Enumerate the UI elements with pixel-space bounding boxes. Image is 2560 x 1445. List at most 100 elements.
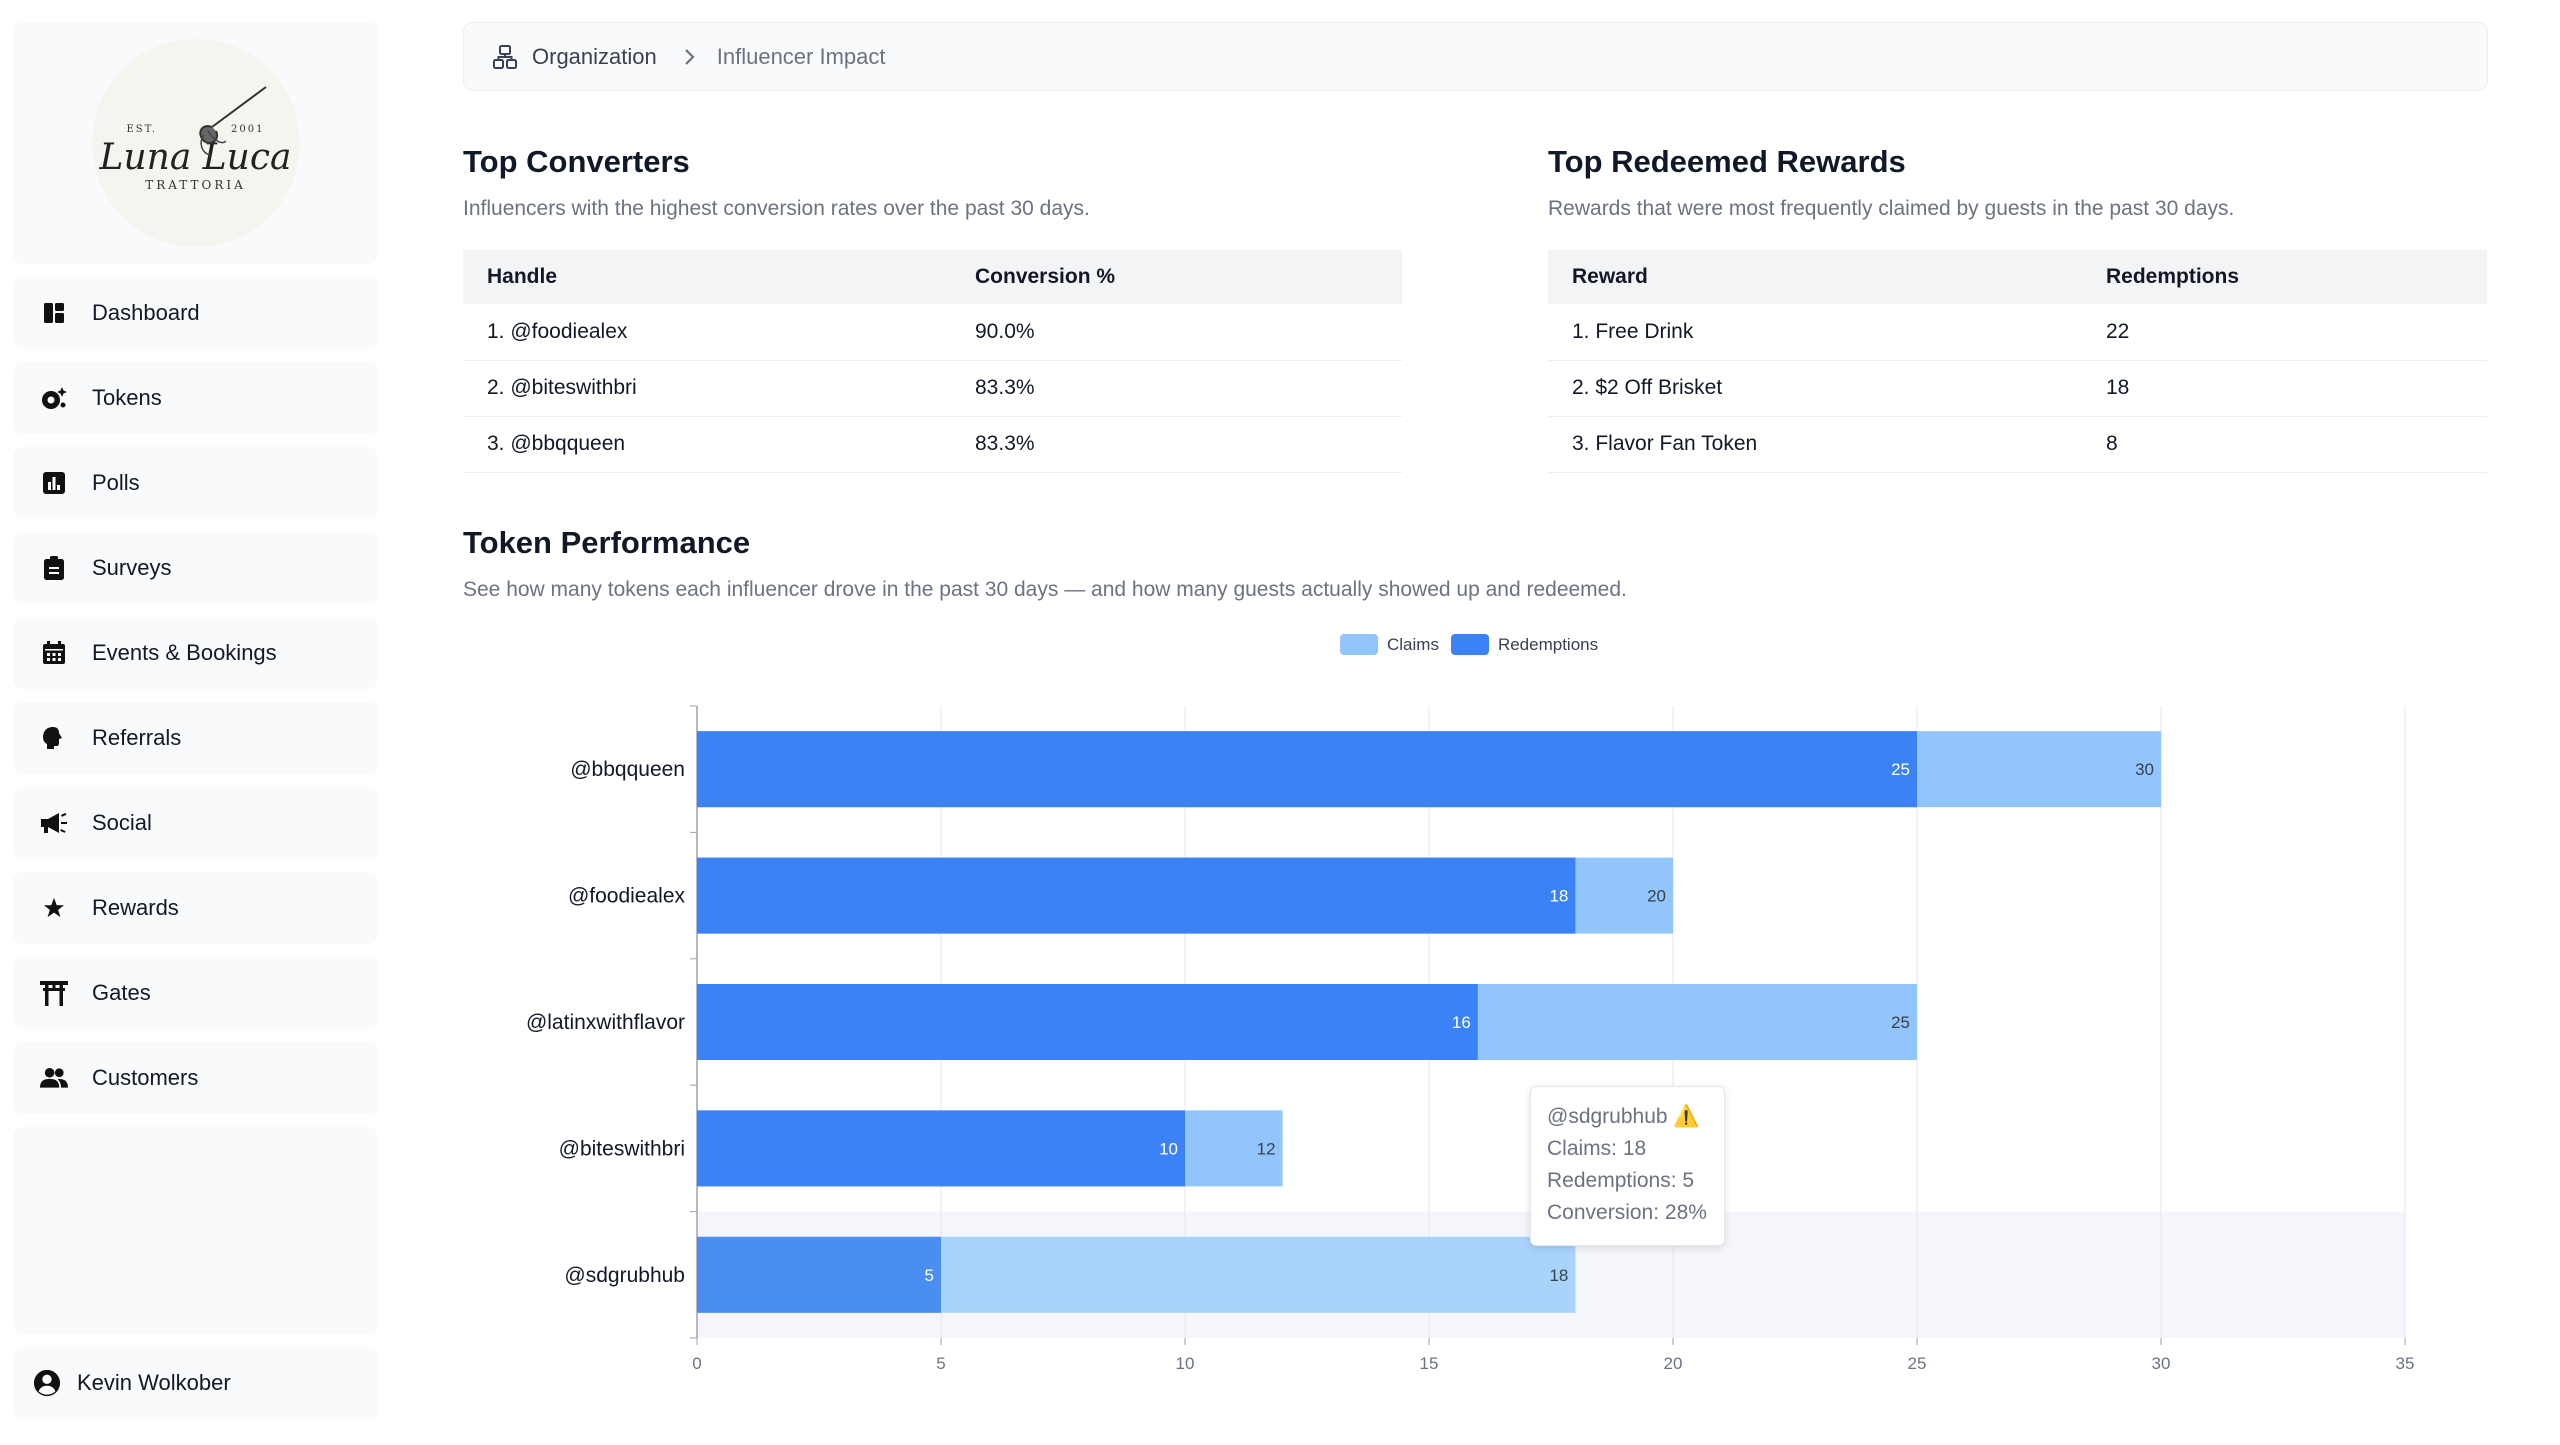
breadcrumb-organization[interactable]: Organization (532, 43, 657, 69)
table-header-row: Reward Redemptions (1548, 250, 2487, 304)
logo-card: EST. 2001 Luna Luca TRATTORIA (13, 22, 378, 264)
sidebar-item-label: Polls (92, 470, 140, 495)
sidebar-item-gates[interactable]: Gates (13, 957, 378, 1029)
chart-legend: Claims Redemptions (1340, 634, 1610, 655)
sidebar-empty-panel (13, 1127, 378, 1334)
people-icon (40, 1064, 68, 1092)
sidebar-item-label: Customers (92, 1065, 199, 1090)
sidebar-item-label: Events & Bookings (92, 640, 277, 665)
table-row: 2. $2 Off Brisket 18 (1548, 360, 2487, 417)
legend-label-claims: Claims (1387, 634, 1439, 654)
table-row: 1. @foodiealex 90.0% (463, 304, 1402, 361)
sidebar-item-polls[interactable]: Polls (13, 447, 378, 519)
legend-label-redemptions: Redemptions (1497, 634, 1599, 654)
token-performance-subtitle: See how many tokens each influencer drov… (463, 578, 1627, 601)
user-profile[interactable]: Kevin Wolkober (13, 1347, 378, 1419)
y-category-label: @biteswithbri (559, 1137, 685, 1160)
legend-swatch-redemptions (1450, 634, 1489, 655)
sidebar-item-label: Referrals (92, 725, 182, 750)
brand-name: Luna Luca (99, 137, 292, 178)
x-tick-label: 5 (936, 1354, 945, 1373)
x-tick-label: 15 (1420, 1354, 1439, 1373)
star-icon (40, 894, 68, 922)
sidebar-item-label: Gates (92, 980, 151, 1005)
conversion-cell: 83.3% (951, 360, 1402, 417)
x-tick-label: 30 (2152, 1354, 2171, 1373)
brand-est: EST. (126, 124, 158, 135)
warning-icon: ⚠️ (1673, 1105, 1700, 1128)
data-label-redemptions: 18 (1549, 887, 1568, 906)
column-header-handle: Handle (463, 250, 951, 304)
data-label-redemptions: 10 (1159, 1139, 1178, 1158)
data-label-claims: 25 (1891, 1013, 1910, 1032)
data-label-claims: 30 (2135, 760, 2154, 779)
x-tick-label: 25 (1908, 1354, 1927, 1373)
sidebar-item-rewards[interactable]: Rewards (13, 872, 378, 944)
reward-cell: 1. Free Drink (1548, 304, 2082, 361)
x-tick-label: 35 (2396, 1354, 2415, 1373)
handle-cell: 1. @foodiealex (463, 304, 951, 361)
bar-redemptions (697, 984, 1478, 1060)
redemptions-cell: 8 (2082, 416, 2487, 473)
breadcrumb-current: Influencer Impact (716, 43, 886, 69)
tooltip-redemptions: Redemptions: 5 (1547, 1169, 1695, 1192)
clipboard-icon (40, 554, 68, 582)
poll-icon (40, 469, 68, 497)
tooltip-title: @sdgrubhub ⚠️ (1547, 1101, 1708, 1133)
tooltip-conversion: Conversion: 28% (1547, 1201, 1707, 1224)
conversion-cell: 83.3% (951, 416, 1402, 473)
data-label-redemptions: 16 (1452, 1013, 1471, 1032)
y-category-label: @bbqqueen (570, 758, 685, 781)
top-rewards-title: Top Redeemed Rewards (1548, 144, 1906, 179)
tooltip-handle: @sdgrubhub (1547, 1105, 1668, 1128)
user-name: Kevin Wolkober (77, 1370, 231, 1395)
sidebar-item-label: Social (92, 810, 152, 835)
top-converters-title: Top Converters (463, 144, 690, 179)
sidebar-item-dashboard[interactable]: Dashboard (13, 277, 378, 349)
legend-item-redemptions[interactable]: Redemptions (1450, 634, 1599, 655)
chart-tooltip: @sdgrubhub ⚠️ Claims: 18 Redemptions: 5 … (1530, 1086, 1725, 1246)
tooltip-claims: Claims: 18 (1547, 1137, 1647, 1160)
account-circle-icon (33, 1369, 61, 1397)
sidebar-item-customers[interactable]: Customers (13, 1042, 378, 1114)
sidebar-item-events-bookings[interactable]: Events & Bookings (13, 617, 378, 689)
megaphone-icon (40, 809, 68, 837)
token-performance-title: Token Performance (463, 525, 751, 560)
table-row: 3. @bbqqueen 83.3% (463, 416, 1402, 473)
table-header-row: Handle Conversion % (463, 250, 1402, 304)
bar-redemptions (697, 1236, 941, 1313)
reward-cell: 3. Flavor Fan Token (1548, 416, 2082, 473)
sidebar-item-referrals[interactable]: Referrals (13, 702, 378, 774)
x-tick-label: 10 (1176, 1354, 1195, 1373)
table-row: 3. Flavor Fan Token 8 (1548, 416, 2487, 473)
sidebar-item-label: Rewards (92, 895, 179, 920)
sidebar-item-tokens[interactable]: Tokens (13, 362, 378, 434)
y-category-label: @sdgrubhub (564, 1264, 685, 1287)
brand-logo[interactable]: EST. 2001 Luna Luca TRATTORIA (91, 39, 300, 247)
data-label-claims: 12 (1257, 1139, 1276, 1158)
dashboard-icon (40, 299, 68, 327)
data-label-claims: 20 (1647, 887, 1666, 906)
sidebar-item-label: Surveys (92, 555, 172, 580)
organization-icon (492, 44, 518, 70)
tokens-icon (40, 384, 68, 412)
sidebar-item-label: Tokens (92, 385, 162, 410)
reward-cell: 2. $2 Off Brisket (1548, 360, 2082, 417)
referral-icon (40, 724, 68, 752)
breadcrumb: Organization Influencer Impact (463, 22, 2488, 91)
calendar-icon (40, 639, 68, 667)
legend-item-claims[interactable]: Claims (1340, 634, 1439, 655)
brand-est-line: EST. 2001 (127, 124, 265, 135)
handle-cell: 2. @biteswithbri (463, 360, 951, 417)
legend-swatch-claims (1340, 634, 1378, 655)
table-row: 1. Free Drink 22 (1548, 304, 2487, 361)
top-converters-table: Handle Conversion % 1. @foodiealex 90.0%… (463, 250, 1402, 473)
sidebar-item-surveys[interactable]: Surveys (13, 532, 378, 604)
data-label-redemptions: 5 (925, 1266, 934, 1285)
redemptions-cell: 22 (2082, 304, 2487, 361)
sidebar-item-social[interactable]: Social (13, 787, 378, 859)
table-row: 2. @biteswithbri 83.3% (463, 360, 1402, 417)
data-label-redemptions: 25 (1891, 760, 1910, 779)
